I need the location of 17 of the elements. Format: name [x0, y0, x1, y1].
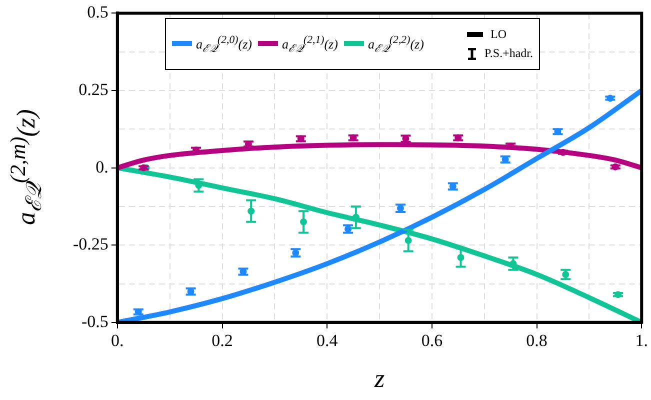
annotation: LO [490, 27, 507, 42]
y-tick-label: 0. [96, 157, 108, 176]
x-tick-label: 0.8 [526, 331, 548, 350]
x-tick-label: 0.2 [212, 331, 233, 350]
y-tick-label: 0.25 [78, 80, 108, 99]
legend-label: a$_{ℰ𝒬}$$^{(2,0)}$(z) [196, 34, 252, 54]
x-tick-label: 0.4 [316, 331, 338, 350]
y-tick-label: -0.5 [81, 312, 108, 331]
annotation: P.S.+hadr. [484, 46, 533, 61]
legend-label: a$_{ℰ𝒬}$$^{(2,1)}$(z) [282, 34, 338, 54]
legend-label: a$_{ℰ𝒬}$$^{(2,2)}$(z) [368, 34, 424, 54]
y-tick-label: -0.25 [72, 234, 108, 254]
y-tick-label: 0.5 [87, 2, 108, 22]
x-tick-label: 1. [635, 331, 648, 350]
x-tick-label: 0.6 [421, 331, 443, 350]
x-tick-label: 0. [111, 331, 124, 350]
x-axis-title: z [373, 364, 385, 394]
